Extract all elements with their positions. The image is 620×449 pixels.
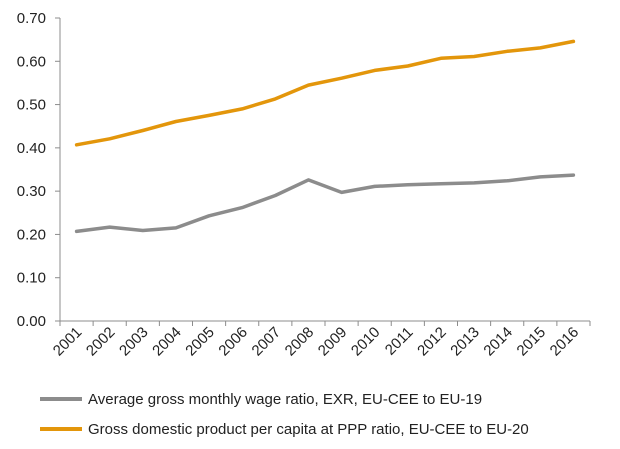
series-line-wage xyxy=(74,173,576,234)
legend-swatch-gdp xyxy=(40,427,82,431)
y-tick-label: 0.20 xyxy=(17,226,46,243)
x-tick-label: 2005 xyxy=(182,324,218,360)
x-tick-label: 2001 xyxy=(50,324,86,360)
x-tick-label: 2008 xyxy=(282,324,318,360)
y-tick-label: 0.30 xyxy=(17,183,46,200)
x-tick-label: 2006 xyxy=(215,324,251,360)
legend-item-gdp: Gross domestic product per capita at PPP… xyxy=(40,414,529,444)
legend: Average gross monthly wage ratio, EXR, E… xyxy=(40,384,529,444)
x-tick-label: 2013 xyxy=(447,324,483,360)
y-tick-label: 0.00 xyxy=(17,313,46,330)
legend-swatch-wage xyxy=(40,397,82,401)
x-tick-label: 2007 xyxy=(249,324,285,360)
y-tick-label: 0.60 xyxy=(17,53,46,70)
y-tick-label: 0.40 xyxy=(17,140,46,157)
y-tick-label: 0.70 xyxy=(17,10,46,27)
x-tick-label: 2011 xyxy=(382,324,417,359)
x-tick-label: 2015 xyxy=(514,324,550,360)
x-tick-label: 2012 xyxy=(414,324,450,360)
legend-item-wage: Average gross monthly wage ratio, EXR, E… xyxy=(40,384,529,414)
x-tick-label: 2003 xyxy=(116,324,152,360)
x-tick-label: 2002 xyxy=(83,324,119,360)
x-tick-label: 2010 xyxy=(348,324,384,360)
legend-label-gdp: Gross domestic product per capita at PPP… xyxy=(88,420,529,438)
x-tick-label: 2014 xyxy=(480,324,516,360)
y-tick-label: 0.50 xyxy=(17,97,46,114)
y-tick-label: 0.10 xyxy=(17,270,46,287)
x-tick-label: 2004 xyxy=(149,324,185,360)
x-tick-label: 2016 xyxy=(547,324,583,360)
series-line-gdp xyxy=(74,39,576,147)
legend-label-wage: Average gross monthly wage ratio, EXR, E… xyxy=(88,390,483,408)
x-tick-label: 2009 xyxy=(315,324,351,360)
